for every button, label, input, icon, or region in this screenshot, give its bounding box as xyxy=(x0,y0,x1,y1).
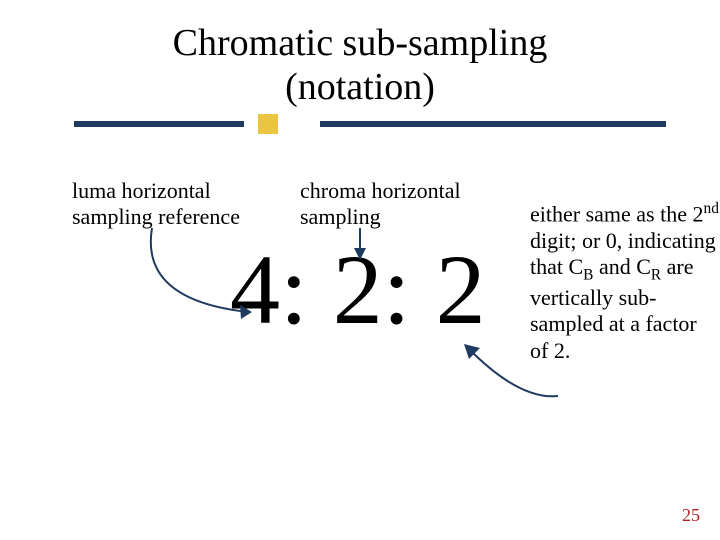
page-number: 25 xyxy=(682,505,700,526)
arrow-either xyxy=(0,0,720,540)
